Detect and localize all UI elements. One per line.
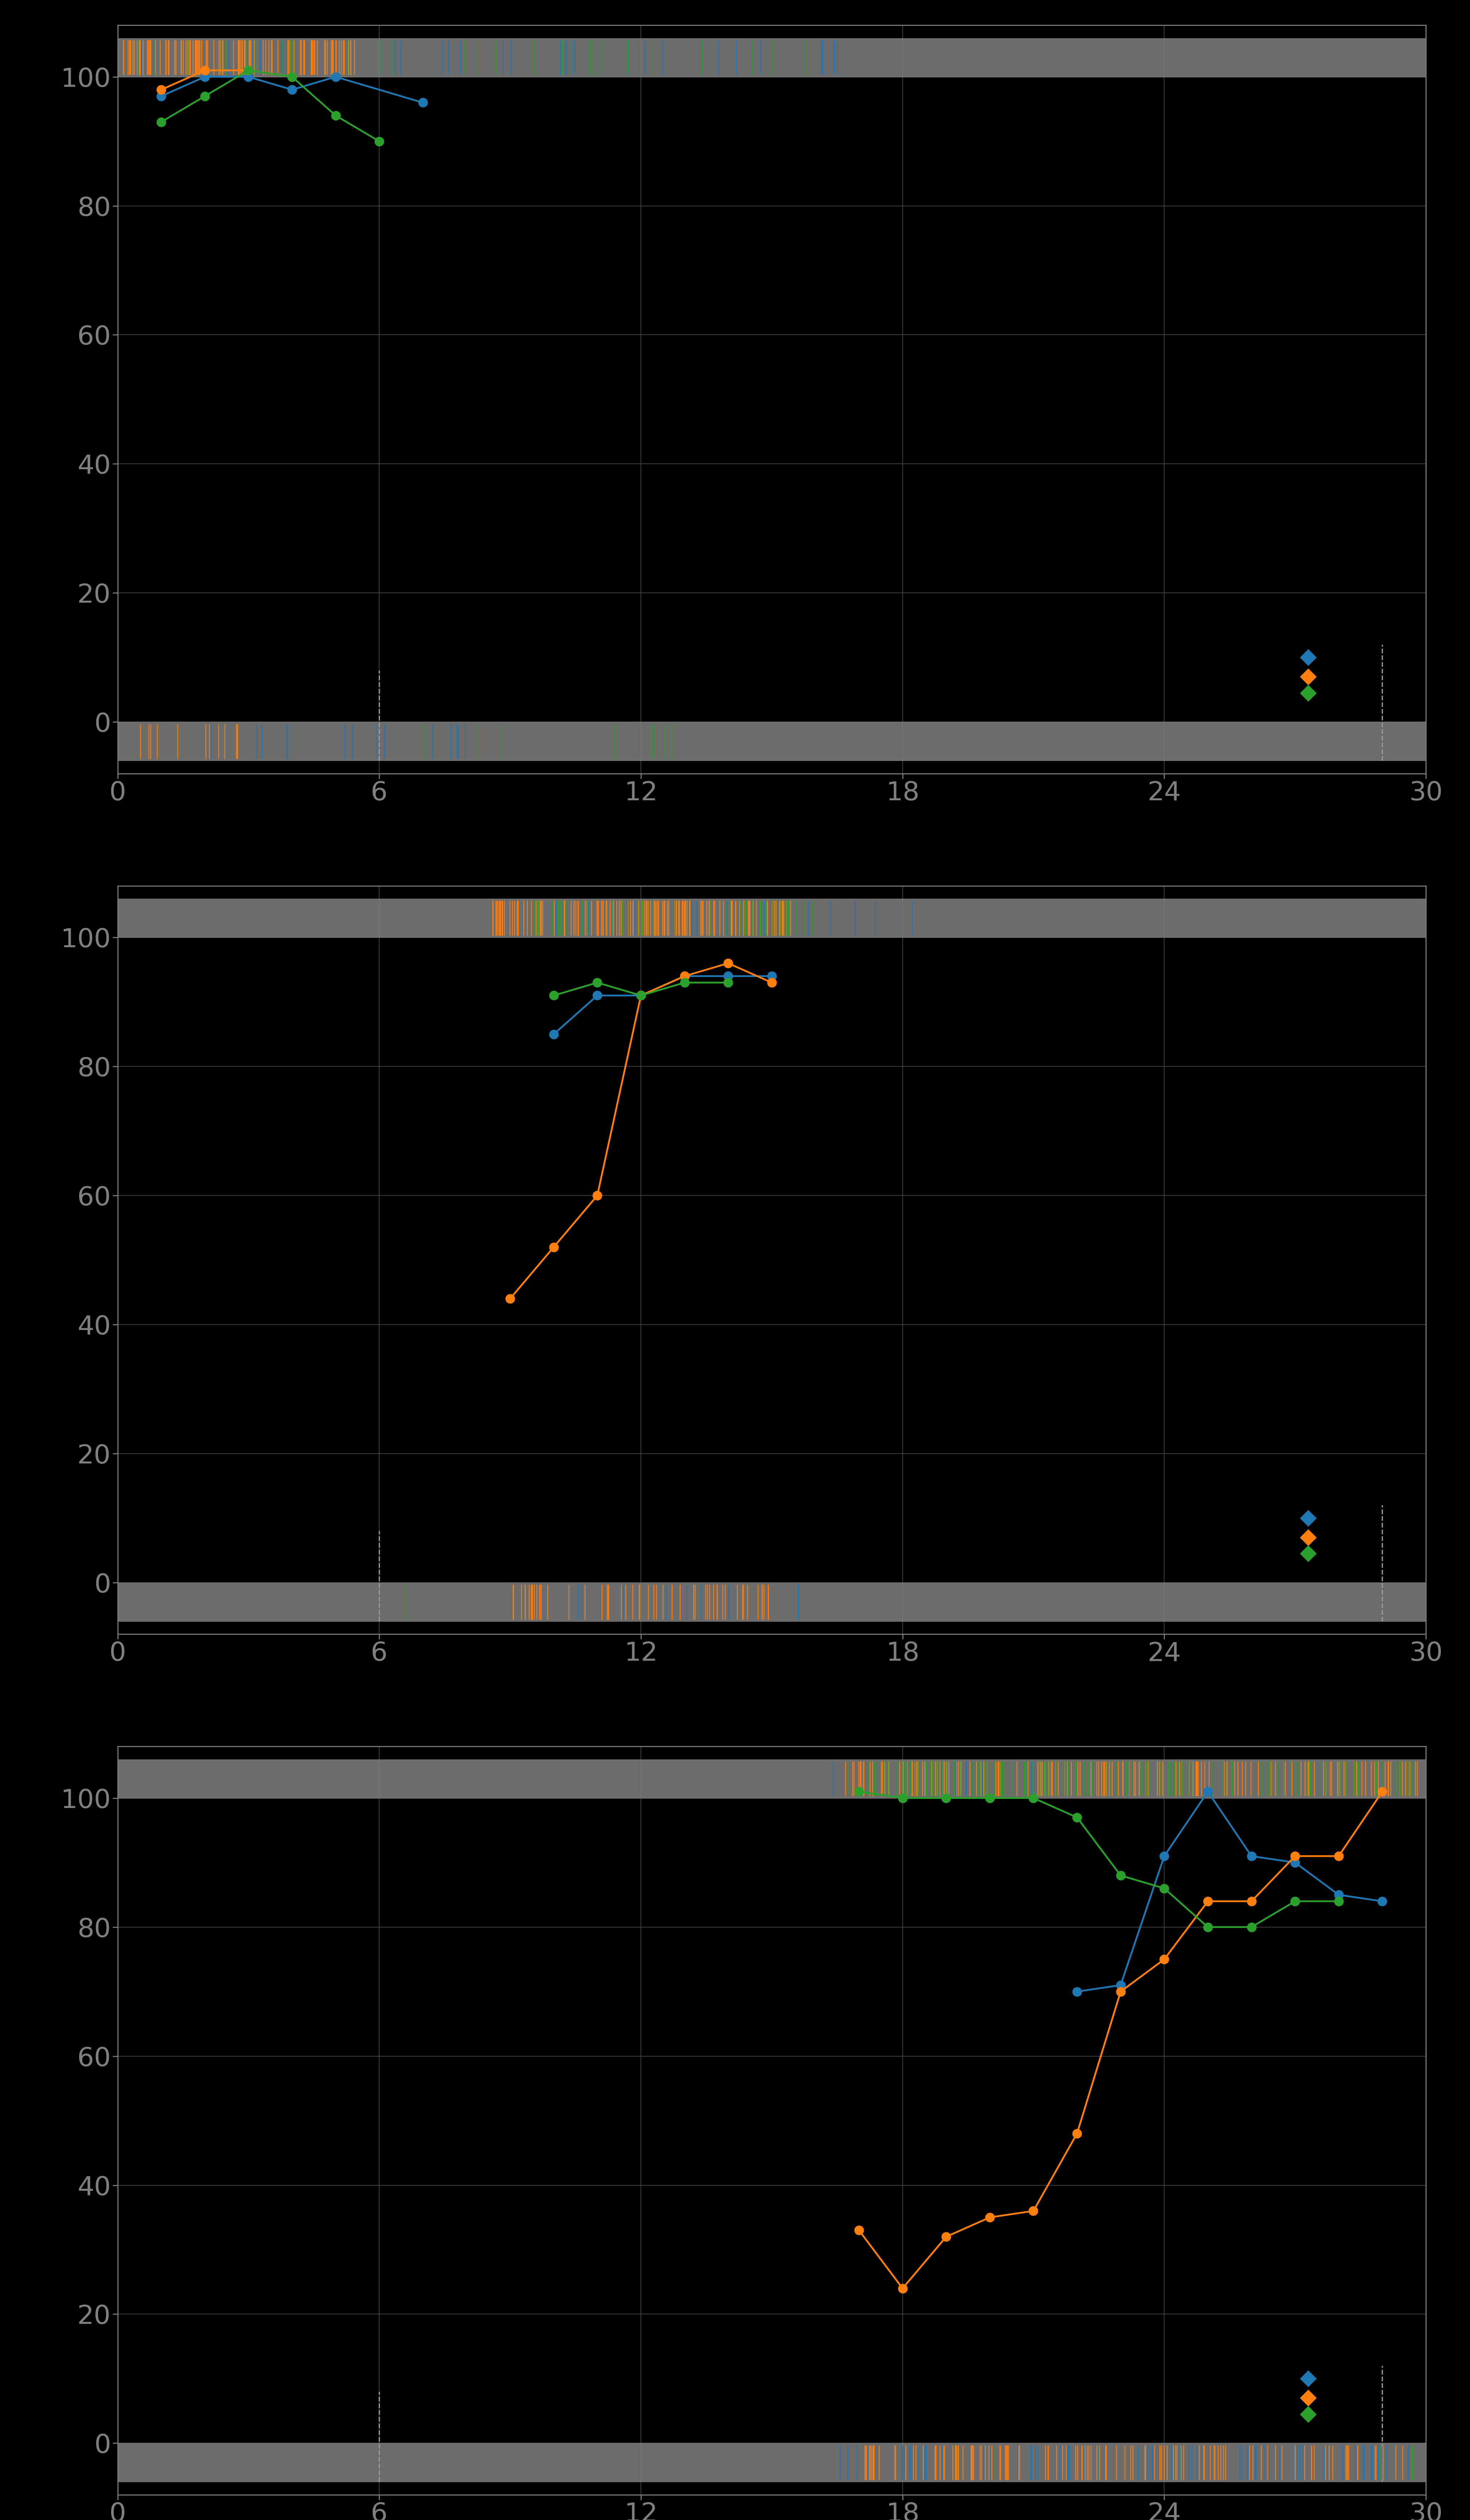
Bar — [118, 2444, 1426, 2482]
Bar — [118, 38, 1426, 76]
Bar — [118, 1583, 1426, 1620]
Bar — [118, 1759, 1426, 1799]
Bar — [118, 900, 1426, 937]
Bar — [118, 721, 1426, 761]
